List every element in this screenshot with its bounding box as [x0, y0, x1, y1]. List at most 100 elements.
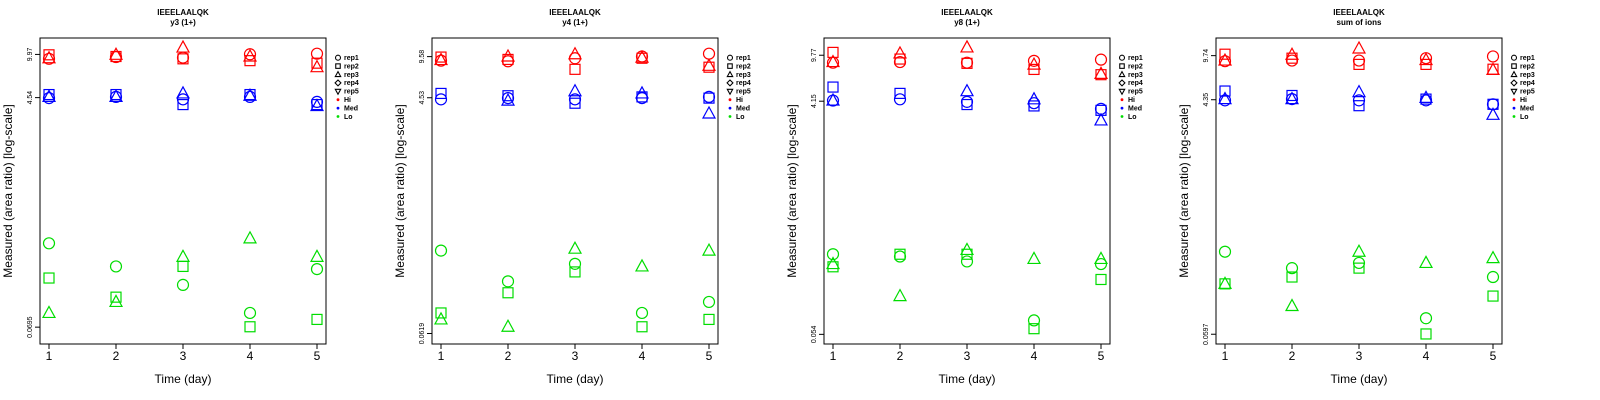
legend-label: Hi: [1128, 97, 1135, 104]
legend-label: rep1: [344, 55, 359, 62]
legend-label: rep3: [1520, 72, 1535, 79]
legend-label: rep2: [344, 63, 359, 70]
data-point: [1351, 243, 1367, 257]
legend-label: rep5: [736, 89, 751, 96]
legend-marker: [334, 54, 342, 61]
data-point: [1353, 58, 1365, 70]
legend-marker: [334, 70, 342, 78]
data-point: [310, 263, 324, 276]
data-point: [41, 305, 57, 319]
data-point: [893, 250, 907, 263]
data-point: [1285, 262, 1299, 275]
legend-label: rep1: [736, 55, 751, 62]
chart-subtitle: y8 (1+): [954, 18, 980, 27]
data-point: [1028, 63, 1040, 76]
x-tick-label: 1: [438, 349, 445, 363]
data-point: [1353, 100, 1365, 112]
x-tick-label: 4: [247, 349, 254, 363]
data-point: [1419, 94, 1433, 107]
legend-label: rep3: [344, 72, 359, 79]
x-tick-label: 4: [1031, 349, 1038, 363]
legend-label: rep1: [1520, 55, 1535, 62]
data-point: [309, 98, 325, 112]
data-point: [177, 98, 189, 111]
y-tick-label: 4.35: [1203, 93, 1210, 107]
y-axis-label: Measured (area ratio) [log-scale]: [1, 104, 15, 277]
data-point: [242, 230, 258, 244]
data-point: [701, 105, 717, 119]
x-axis-label: Time (day): [547, 372, 604, 386]
legend-color-dot: [1120, 98, 1124, 102]
data-point: [1285, 54, 1299, 67]
data-point: [42, 52, 56, 65]
legend-label: rep4: [344, 80, 359, 87]
data-point: [893, 93, 907, 106]
data-point: [961, 57, 973, 69]
legend-marker: [726, 79, 734, 87]
x-tick-label: 2: [897, 349, 904, 363]
chart-title: IEEELAALQK: [549, 8, 601, 17]
data-point: [41, 50, 57, 64]
data-point: [500, 319, 516, 332]
legend-label: Hi: [344, 97, 351, 104]
y-tick-label: 9.74: [1203, 49, 1210, 63]
data-point: [109, 260, 123, 273]
data-point: [434, 54, 448, 67]
data-point: [501, 55, 515, 68]
data-point: [894, 87, 906, 99]
data-point: [243, 306, 257, 320]
legend-marker: [1119, 63, 1125, 69]
x-tick-label: 1: [1222, 349, 1229, 363]
legend-marker: [1118, 70, 1126, 78]
data-point: [435, 307, 447, 319]
legend-label: rep2: [1128, 63, 1143, 70]
legend-label: rep3: [1128, 72, 1143, 79]
data-point: [1026, 91, 1042, 105]
data-point: [959, 83, 975, 97]
legend-marker: [1510, 88, 1518, 96]
y-tick-label: 0.0619: [419, 323, 426, 345]
data-point: [961, 98, 973, 111]
legend-label: rep5: [1520, 89, 1535, 96]
legend-color-dot: [1120, 115, 1124, 118]
legend-marker: [726, 70, 734, 78]
data-point: [1219, 48, 1231, 60]
x-axis-label: Time (day): [939, 372, 996, 386]
legend-label: Lo: [736, 114, 745, 121]
data-point: [243, 90, 257, 104]
data-point: [1093, 66, 1109, 80]
x-tick-label: 5: [1490, 349, 1497, 363]
data-point: [1028, 323, 1040, 335]
legend-label: Med: [344, 105, 358, 112]
chart-title: IEEELAALQK: [941, 8, 993, 17]
data-point: [433, 311, 449, 325]
data-point: [1487, 290, 1499, 302]
legend-label: rep4: [736, 80, 751, 87]
legend-marker: [1511, 63, 1517, 69]
data-point: [1027, 314, 1041, 327]
data-point: [636, 321, 648, 333]
x-axis-label: Time (day): [1331, 372, 1388, 386]
data-point: [309, 249, 325, 262]
legend-color-dot: [336, 106, 340, 110]
data-point: [892, 288, 908, 302]
data-point: [108, 47, 124, 60]
legend-label: rep3: [736, 72, 751, 79]
data-point: [567, 240, 583, 254]
x-tick-label: 2: [1289, 349, 1296, 363]
legend-marker: [726, 88, 734, 96]
legend-marker: [727, 63, 733, 69]
data-point: [960, 255, 974, 268]
data-point: [108, 89, 124, 103]
data-point: [827, 81, 839, 93]
legend-color-dot: [1512, 115, 1516, 118]
y-tick-label: 0.0695: [27, 316, 34, 338]
data-point: [1486, 270, 1500, 284]
legend-marker: [1510, 79, 1518, 87]
chart-subtitle: sum of ions: [1337, 18, 1382, 27]
data-point: [434, 244, 448, 257]
data-point: [634, 258, 650, 272]
legend-label: Hi: [1520, 97, 1527, 104]
data-point: [1286, 271, 1298, 283]
